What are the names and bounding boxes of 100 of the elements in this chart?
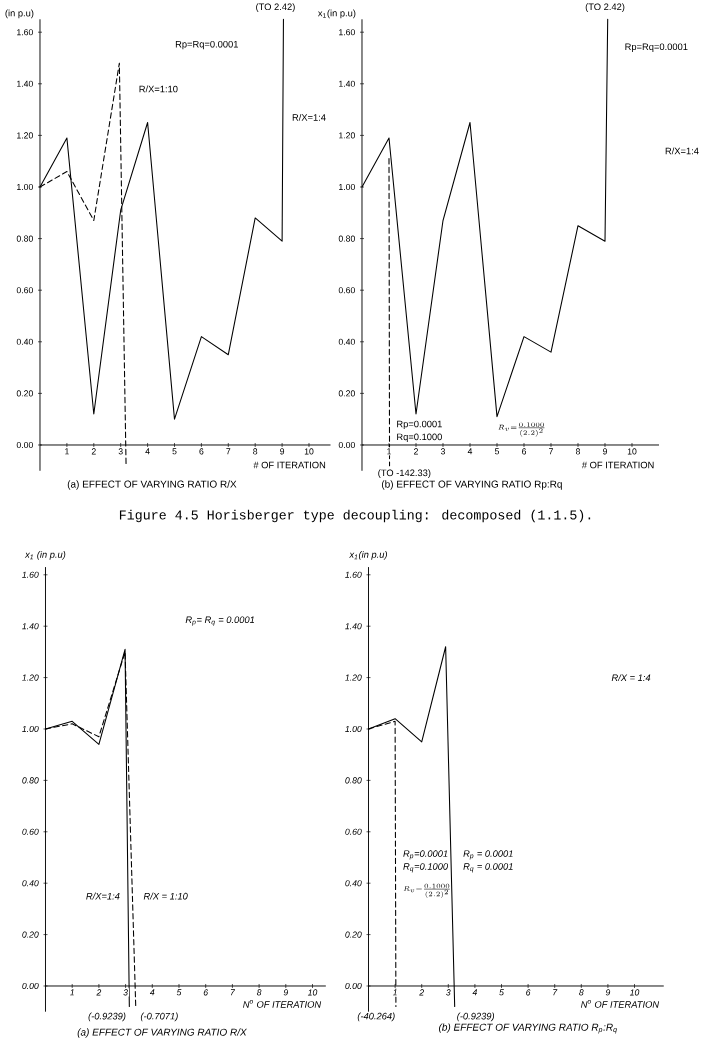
- y-axis-title: x$_{1}$(in p.u): [349, 551, 387, 560]
- x-tick-label: 8: [579, 989, 584, 996]
- text: (b) EFFECT OF VARYING RATIO R$_{p}$:R$_{q}$: [439, 1023, 617, 1034]
- y-tick-label: 0.80: [22, 777, 39, 784]
- annotation: $R_{v} = \frac{0.1000}{(2.2)^{2}}$: [403, 883, 450, 898]
- y-tick-label: 0.60: [338, 287, 355, 294]
- y-tick-label: 0.20: [345, 931, 362, 938]
- y-tick-label: 0.40: [22, 880, 39, 887]
- y-tick-label: 1.20: [339, 132, 355, 139]
- y-tick-label: 0.40: [338, 338, 355, 345]
- y-tick-label: 0.80: [16, 235, 33, 242]
- annotation: Rp=Rq=0.0001: [625, 43, 688, 52]
- y-tick-label: 0.40: [345, 880, 362, 887]
- x-tick-label: 2: [91, 448, 96, 455]
- y-tick-label: 1.20: [17, 132, 33, 139]
- y-tick-label: 1.20: [22, 674, 39, 681]
- y-tick-label: 0.00: [338, 441, 355, 449]
- x-axis-title: # OF ITERATION: [253, 461, 326, 469]
- x-tick-label: 10: [307, 989, 318, 996]
- annotation: R$_{p}$= R$_{q}$ = 0.0001: [185, 616, 255, 626]
- annotation: Rp=Rq=0.0001: [175, 40, 238, 50]
- annotation: R/X = 1:4: [611, 674, 651, 682]
- annotation: (-0.7071): [140, 1012, 178, 1022]
- x-tick-label: 3: [440, 448, 446, 455]
- y-tick-label: 0.40: [16, 338, 33, 345]
- y-tick-label: 0.60: [16, 287, 33, 294]
- x-tick-label: 7: [230, 989, 236, 996]
- y-tick-label: 0.00: [22, 982, 39, 990]
- annotation: (TO -142.33): [378, 469, 431, 478]
- text: (a) EFFECT OF VARYING RATIO R/X: [67, 480, 237, 490]
- annotation: R$_{p}$ = 0.0001: [463, 850, 513, 860]
- series-label: R/X=1:4: [292, 113, 326, 121]
- x-tick-label: 9: [602, 448, 607, 455]
- x-tick-label: 8: [575, 448, 581, 455]
- y-tick-label: 1.00: [17, 183, 33, 191]
- x-tick-label: 1: [65, 448, 69, 455]
- x-tick-label: 9: [280, 448, 285, 455]
- x-tick-label: 9: [283, 989, 289, 996]
- y-tick-label: 1.60: [339, 29, 355, 36]
- y-tick-label: 1.00: [22, 725, 39, 733]
- x-axis-title: # OF ITERATION: [581, 461, 654, 469]
- x-tick-label: 4: [149, 989, 155, 996]
- y-tick-label: 1.00: [339, 183, 355, 191]
- x-tick-label: 8: [253, 448, 258, 455]
- x-tick-label: 8: [256, 989, 262, 996]
- y-tick-label: 0.20: [22, 931, 39, 938]
- y-tick-label: 0.20: [16, 390, 33, 397]
- y-tick-label: 1.20: [345, 674, 362, 681]
- x-tick-label: 7: [226, 448, 231, 455]
- x-tick-label: 4: [145, 448, 150, 455]
- y-tick-label: 0.20: [338, 390, 355, 397]
- x-tick-label: 1: [70, 989, 74, 996]
- x-tick-label: 2: [419, 989, 424, 996]
- x-tick-label: 6: [522, 448, 527, 455]
- x-tick-label: 7: [553, 989, 558, 996]
- annotation: R$_{q}$ = 0.0001: [463, 863, 513, 873]
- x-tick-label: 3: [118, 448, 123, 455]
- y-tick-label: 0.00: [345, 982, 362, 990]
- x-tick-label: 5: [176, 989, 182, 996]
- x-tick-label: 4: [467, 448, 473, 455]
- y-tick-label: 1.60: [345, 571, 362, 578]
- y-tick-label: 1.60: [22, 571, 39, 578]
- x-tick-label: 5: [499, 989, 504, 996]
- x-tick-label: 10: [627, 448, 637, 455]
- annotation: Rp=0.0001: [397, 420, 442, 430]
- y-tick-label: 1.40: [345, 623, 362, 630]
- series-label: R/X=1:4: [86, 892, 120, 900]
- y-tick-label: 1.40: [17, 80, 33, 87]
- y-tick-label: 0.00: [16, 441, 33, 449]
- y-tick-label: 0.80: [338, 235, 355, 242]
- x-tick-label: 6: [199, 448, 204, 455]
- y-tick-label: 1.60: [17, 29, 33, 36]
- text: R/X=1:4: [665, 147, 699, 155]
- text: (a) EFFECT OF VARYING RATIO R/X: [77, 1028, 247, 1038]
- y-axis-title: x$_{1}$(in p.u): [317, 9, 356, 19]
- y-axis-title: x$_{1}$ (in p.u): [24, 551, 66, 560]
- x-tick-label: 9: [605, 989, 611, 996]
- x-tick-label: 7: [549, 448, 553, 455]
- annotation: (-0.9239): [88, 1012, 126, 1022]
- annotation: Rq=0.1000: [397, 433, 442, 442]
- x-tick-label: 1: [392, 989, 397, 996]
- x-tick-label: 1: [387, 448, 391, 455]
- y-tick-label: 1.40: [22, 623, 39, 630]
- x-tick-label: 3: [446, 989, 451, 996]
- y-tick-label: 0.60: [22, 828, 39, 835]
- x-axis-title: N$^{o}$ OF ITERATION: [581, 1000, 660, 1008]
- series-label: R/X = 1:10: [143, 892, 188, 900]
- x-tick-label: 2: [96, 989, 102, 996]
- annotation: (-0.9239): [457, 1012, 495, 1022]
- annotation: (TO 2.42): [256, 3, 295, 12]
- y-tick-label: 1.40: [339, 80, 355, 87]
- x-tick-label: 2: [414, 448, 418, 455]
- text: (b) EFFECT OF VARYING RATIO Rp:Rq: [381, 480, 562, 490]
- y-axis-title: (in p.u): [5, 9, 34, 19]
- x-tick-label: 10: [629, 989, 640, 996]
- text: R/X=1:10: [139, 85, 178, 93]
- x-tick-label: 10: [304, 448, 314, 455]
- y-tick-label: 1.00: [345, 725, 362, 733]
- x-tick-label: 5: [494, 448, 500, 455]
- annotation: R$_{q}$=0.1000: [403, 863, 449, 873]
